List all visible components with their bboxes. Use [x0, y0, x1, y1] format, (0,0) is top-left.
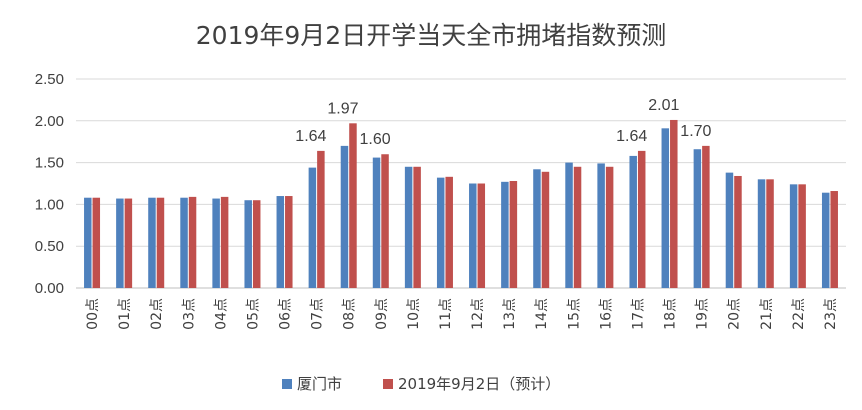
- bar-xiamen-21点: [757, 179, 766, 288]
- bar-forecast-19点: [702, 145, 710, 288]
- bar-forecast-21点: [766, 179, 774, 288]
- x-tick-label: 11点: [438, 298, 454, 330]
- legend-swatch: [282, 379, 292, 389]
- x-tick-label: 20点: [727, 298, 743, 330]
- chart-title: 2019年9月2日开学当天全市拥堵指数预测: [196, 21, 666, 50]
- bar-xiamen-15点: [565, 162, 573, 288]
- bar-forecast-13点: [509, 180, 518, 288]
- x-tick-label: 15点: [566, 298, 582, 330]
- x-tick-label: 13点: [502, 298, 518, 330]
- data-label: 1.64: [295, 128, 326, 145]
- y-axis: 0.00 0.50 1.00 1.50 2.00 2.50: [35, 71, 64, 297]
- y-tick-label: 2.00: [35, 113, 64, 130]
- x-tick-label: 09点: [374, 298, 390, 330]
- legend-label: 2019年9月2日（预计）: [398, 375, 560, 393]
- bar-xiamen-22点: [789, 184, 798, 288]
- data-label: 1.64: [616, 128, 647, 145]
- bar-xiamen-17点: [629, 155, 637, 288]
- bar-forecast-06点: [285, 196, 293, 288]
- y-tick-label: 2.50: [35, 71, 64, 88]
- x-tick-label: 19点: [695, 298, 711, 330]
- bar-xiamen-06点: [276, 196, 285, 288]
- bar-forecast-11点: [445, 176, 453, 288]
- bar-xiamen-14点: [533, 169, 541, 288]
- bar-xiamen-18点: [661, 128, 670, 288]
- bar-forecast-01点: [124, 198, 133, 288]
- bar-forecast-03点: [188, 196, 197, 288]
- legend: 厦门市 2019年9月2日（预计）: [282, 375, 560, 393]
- bar-forecast-02点: [156, 197, 165, 288]
- bar-forecast-22点: [798, 184, 806, 288]
- x-tick-label: 22点: [791, 298, 807, 330]
- bar-forecast-23点: [830, 191, 838, 288]
- bar-forecast-18点: [670, 119, 678, 289]
- legend-swatch: [383, 379, 393, 389]
- bar-xiamen-04点: [212, 198, 220, 288]
- data-label: 1.70: [680, 123, 711, 140]
- bar-xiamen-19点: [693, 149, 702, 288]
- x-tick-label: 05点: [245, 298, 261, 330]
- bar-xiamen-11点: [436, 177, 445, 288]
- x-tick-label: 12点: [470, 298, 486, 330]
- bar-forecast-15点: [573, 166, 582, 288]
- bar-xiamen-12点: [469, 183, 477, 288]
- x-tick-label: 23点: [823, 298, 839, 330]
- bars: [84, 119, 838, 289]
- bar-xiamen-01点: [116, 198, 124, 288]
- x-tick-label: 16点: [598, 298, 614, 330]
- bar-xiamen-13点: [501, 181, 509, 288]
- y-tick-label: 1.00: [35, 196, 64, 213]
- bar-xiamen-09点: [372, 157, 381, 288]
- x-tick-label: 14点: [534, 298, 550, 330]
- x-tick-label: 07点: [310, 298, 326, 330]
- x-tick-label: 21点: [759, 298, 775, 330]
- bar-xiamen-02点: [148, 197, 156, 288]
- x-tick-label: 08点: [342, 298, 358, 330]
- bar-xiamen-07点: [308, 167, 317, 288]
- x-tick-label: 17点: [630, 298, 646, 330]
- bar-forecast-04点: [220, 196, 229, 288]
- bar-forecast-08点: [349, 123, 357, 288]
- bar-xiamen-00点: [84, 197, 92, 288]
- data-labels: 1.641.971.60 1.642.011.70: [295, 97, 711, 148]
- bar-xiamen-08点: [340, 145, 349, 288]
- data-label: 2.01: [648, 97, 679, 114]
- bar-xiamen-10点: [404, 166, 413, 288]
- gridlines: [76, 78, 846, 289]
- bar-forecast-10点: [413, 166, 421, 288]
- bar-forecast-07点: [317, 150, 325, 288]
- x-tick-label: 03点: [181, 298, 197, 330]
- x-tick-label: 06点: [278, 298, 294, 330]
- x-tick-label: 10点: [406, 298, 422, 330]
- bar-xiamen-16点: [597, 163, 605, 288]
- bar-forecast-14点: [541, 171, 550, 288]
- bar-forecast-16点: [605, 166, 614, 288]
- data-label: 1.97: [327, 100, 358, 117]
- y-tick-label: 0.00: [35, 280, 64, 297]
- bar-xiamen-20点: [725, 172, 734, 288]
- x-tick-label: 04点: [213, 298, 229, 330]
- x-axis: 00点 01点 02点 03点 04点 05点 06点 07点 08点 09点 10点 11点 12点 1…: [85, 298, 839, 330]
- bar-xiamen-03点: [180, 197, 188, 288]
- bar-forecast-17点: [637, 150, 646, 288]
- x-tick-label: 00点: [85, 298, 101, 330]
- y-tick-label: 0.50: [35, 238, 64, 255]
- data-label: 1.60: [359, 131, 390, 148]
- x-tick-label: 18点: [663, 298, 679, 330]
- y-tick-label: 1.50: [35, 155, 64, 172]
- bar-xiamen-05点: [244, 200, 252, 288]
- bar-forecast-00点: [92, 197, 101, 288]
- legend-label: 厦门市: [297, 375, 342, 393]
- bar-forecast-12点: [477, 183, 486, 288]
- bar-forecast-20点: [734, 175, 742, 288]
- bar-forecast-05点: [252, 200, 261, 288]
- bar-xiamen-23点: [821, 192, 830, 288]
- x-tick-label: 01点: [117, 298, 133, 330]
- bar-forecast-09点: [381, 154, 389, 288]
- x-tick-label: 02点: [149, 298, 165, 330]
